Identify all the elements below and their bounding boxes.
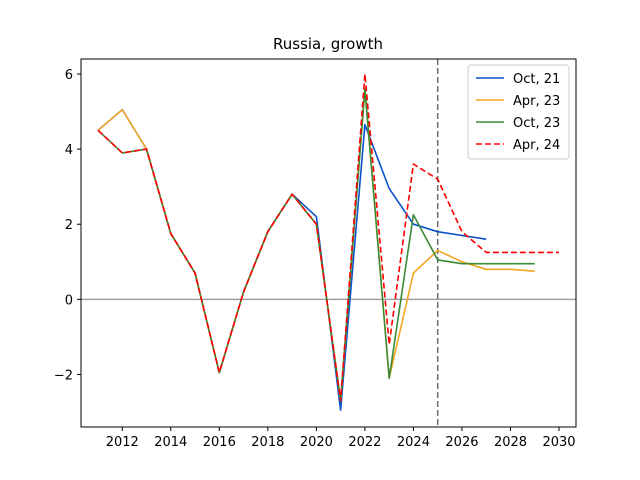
x-tick-label: 2020: [300, 435, 333, 450]
x-tick-label: 2022: [348, 435, 381, 450]
x-tick-label: 2012: [106, 435, 139, 450]
x-tick-label: 2030: [542, 435, 575, 450]
y-tick-label: 6: [65, 68, 73, 83]
axes: 2012 2014 2016 2018 2020 2022 2024 2026 2028 2030…: [54, 59, 576, 450]
series-line: [97, 73, 559, 402]
y-tick-label: 2: [65, 218, 73, 233]
y-tick-label: 0: [65, 293, 73, 308]
series-lines: [97, 73, 559, 411]
legend-box: [467, 64, 570, 160]
legend-label: Oct, 23: [513, 116, 560, 131]
plot-frame: [80, 58, 577, 428]
legend: Oct, 21 Apr, 23 Oct, 23 Apr, 24: [467, 64, 570, 160]
legend-label: Apr, 24: [513, 138, 560, 153]
x-tick-label: 2024: [397, 435, 430, 450]
y-tick-label: −2: [54, 368, 73, 383]
y-tick-label: 4: [65, 143, 73, 158]
chart-title: Russia, growth: [273, 35, 383, 53]
x-tick-label: 2026: [445, 435, 478, 450]
x-tick-label: 2016: [203, 435, 236, 450]
x-tick-label: 2028: [494, 435, 527, 450]
x-tick-label: 2014: [154, 435, 187, 450]
x-tick-label: 2018: [251, 435, 284, 450]
legend-label: Oct, 21: [513, 72, 560, 87]
legend-label: Apr, 23: [513, 94, 560, 109]
